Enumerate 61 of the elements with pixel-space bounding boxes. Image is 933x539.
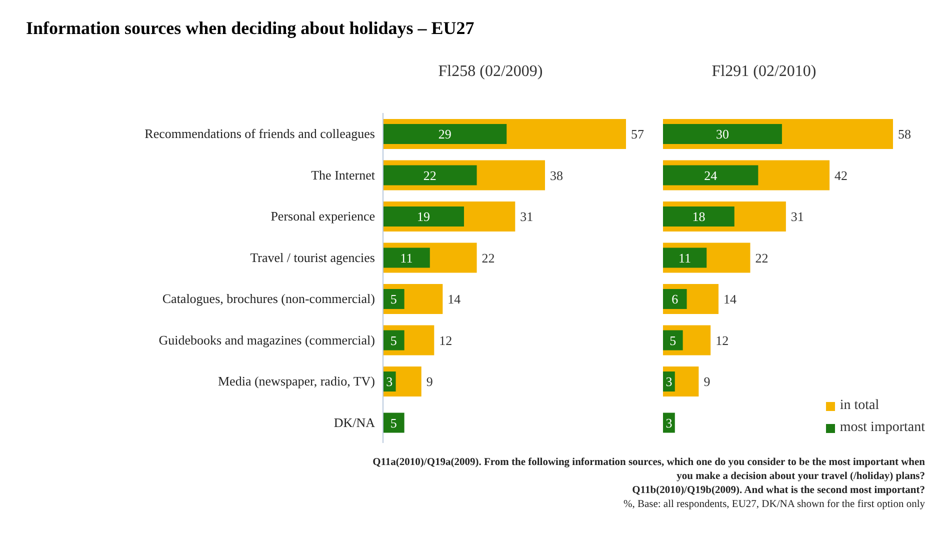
bar [383, 289, 404, 309]
y-tick-label: Media (newspaper, radio, TV) [218, 374, 375, 389]
bar [663, 165, 758, 186]
text: Q11b(2010)/Q19b(2009). And what is the second most important? [631, 484, 925, 498]
data-label: 18 [692, 209, 706, 224]
y-tick-label: DK/NA [334, 414, 376, 430]
legend-label: in total [840, 398, 880, 414]
chart-title: Information sources when deciding about holidays – EU27 [26, 18, 474, 39]
bar [383, 248, 430, 268]
bar [383, 165, 477, 186]
data-label: 9 [704, 374, 710, 390]
data-label: 5 [390, 415, 397, 430]
data-label: 5 [390, 292, 397, 307]
data-label: 3 [386, 374, 393, 390]
data-label: 14 [724, 292, 738, 307]
data-label: 3 [666, 374, 672, 390]
bar [663, 248, 707, 268]
bar [663, 330, 683, 350]
data-label: 57 [631, 126, 644, 142]
y-tick-label: The Internet [311, 167, 376, 182]
data-label: 11 [400, 250, 413, 266]
bar [663, 412, 675, 433]
data-label: 3 [666, 415, 672, 430]
data-label: 22 [482, 250, 495, 266]
data-label: 31 [790, 209, 804, 224]
data-label: 22 [755, 250, 768, 266]
bar [663, 206, 734, 226]
data-label: 6 [672, 292, 679, 307]
chart-subtitle: Fl258 (02/2009) [437, 63, 544, 81]
bar [663, 289, 687, 309]
bar [383, 412, 404, 433]
data-label: 11 [678, 250, 692, 266]
y-tick-label: Catalogues, brochures (non-commercial) [162, 291, 375, 306]
data-label: 42 [834, 168, 848, 183]
data-label: 31 [520, 209, 534, 224]
y-tick-label: Guidebooks and magazines (commercial) [158, 332, 375, 348]
text: %, Base: all respondents, EU27, DK/NA shown for the first option only [622, 498, 925, 512]
legend-label: most important [840, 420, 925, 436]
data-label: 12 [716, 332, 729, 348]
text: Q11a(2010)/Q19a(2009). From the following information sources, which one do you consider to be the most important when you make a decision about your travel (/holiday) plans? [372, 456, 925, 484]
data-label: 30 [716, 126, 729, 142]
bar [383, 206, 464, 226]
y-tick-label: Recommendations of friends and colleagues [144, 126, 375, 142]
bar [663, 124, 782, 144]
bar [383, 124, 507, 144]
data-label: 9 [426, 374, 433, 390]
data-label: 22 [423, 168, 436, 183]
y-tick-label: Travel / tourist agencies [250, 250, 375, 265]
data-label: 14 [448, 292, 462, 307]
y-tick-label: Personal experience [270, 208, 376, 224]
data-label: 38 [550, 168, 563, 183]
bar [663, 372, 675, 392]
data-label: 12 [439, 332, 452, 348]
data-label: 5 [670, 332, 676, 348]
data-label: 58 [898, 126, 911, 142]
bar [383, 330, 404, 350]
data-label: 29 [438, 126, 452, 142]
chart-subtitle: Fl291 (02/2010) [710, 63, 818, 81]
data-label: 19 [417, 209, 430, 224]
data-label: 5 [390, 332, 397, 348]
data-label: 24 [704, 168, 718, 183]
